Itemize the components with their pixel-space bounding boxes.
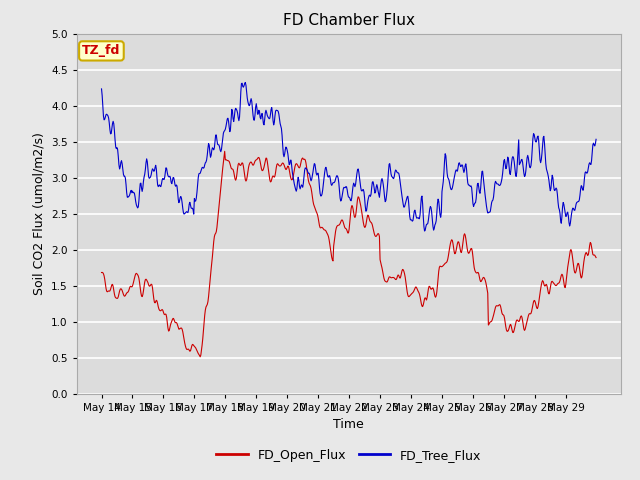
Legend: FD_Open_Flux, FD_Tree_Flux: FD_Open_Flux, FD_Tree_Flux: [211, 444, 486, 467]
Y-axis label: Soil CO2 Flux (umol/m2/s): Soil CO2 Flux (umol/m2/s): [33, 132, 45, 295]
Title: FD Chamber Flux: FD Chamber Flux: [283, 13, 415, 28]
Line: FD_Tree_Flux: FD_Tree_Flux: [102, 83, 596, 231]
Line: FD_Open_Flux: FD_Open_Flux: [102, 151, 596, 357]
Text: TZ_fd: TZ_fd: [82, 44, 120, 58]
X-axis label: Time: Time: [333, 418, 364, 431]
